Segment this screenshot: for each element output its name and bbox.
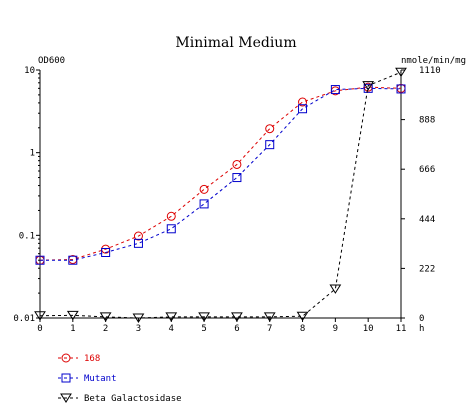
data-point-2	[395, 67, 407, 78]
right-tick-label: 444	[419, 215, 435, 225]
x-tick-label: 2	[103, 324, 108, 334]
series-line-0	[39, 86, 402, 261]
right-tick-label: 666	[419, 165, 435, 175]
right-axis-label: nmole/min/mg	[401, 56, 466, 66]
chart-title: Minimal Medium	[175, 35, 296, 51]
series-line-1	[40, 87, 402, 261]
x-tick-label: 8	[300, 324, 305, 334]
data-point-1	[330, 85, 340, 95]
left-tick-label: 10	[24, 66, 35, 76]
legend-label-0: 168	[84, 354, 100, 364]
data-point-1	[68, 255, 78, 265]
data-point-2	[132, 313, 145, 323]
data-point-1	[363, 83, 373, 93]
x-tick-label: 10	[363, 324, 374, 334]
legend-marker-2	[60, 393, 72, 403]
left-tick-label: 0.1	[19, 231, 35, 241]
legend: 168 Mutant Beta Galactosidase	[58, 353, 182, 404]
data-point-2	[296, 311, 309, 322]
right-tick-label: 0	[419, 314, 424, 324]
legend-label-1: Mutant	[84, 374, 117, 384]
data-point-2	[165, 312, 178, 322]
data-point-2	[99, 312, 112, 322]
data-point-2	[263, 312, 276, 322]
legend-marker-0	[61, 353, 71, 363]
data-point-1	[35, 255, 45, 265]
x-tick-label: 6	[234, 324, 239, 334]
series-layer	[34, 67, 407, 323]
data-point-1	[232, 173, 242, 183]
data-point-1	[166, 224, 176, 234]
data-point-0	[232, 159, 242, 169]
data-point-1	[265, 140, 275, 150]
data-point-1	[133, 238, 143, 248]
data-point-1	[396, 84, 406, 94]
data-point-0	[133, 231, 143, 241]
data-point-2	[362, 81, 375, 91]
data-point-1	[298, 104, 308, 114]
data-point-1	[199, 199, 209, 209]
right-tick-label: 222	[419, 264, 435, 274]
right-tick-label: 888	[419, 116, 435, 126]
x-tick-label: 7	[267, 324, 272, 334]
x-tick-label: 3	[136, 324, 141, 334]
legend-label-2: Beta Galactosidase	[84, 394, 182, 404]
data-point-2	[329, 284, 342, 294]
series-2	[34, 67, 407, 323]
series-0	[35, 82, 406, 265]
data-point-0	[199, 184, 209, 194]
data-point-2	[66, 310, 79, 321]
axes: 0 1 2 3 4 5 6 7 8 9 10 111010.10.011110888666444222…	[13, 66, 440, 334]
x-tick-label: 1	[70, 324, 75, 334]
data-point-0	[166, 211, 176, 221]
left-axis-label: OD600	[38, 56, 65, 66]
series-line-2	[39, 71, 402, 319]
data-point-2	[231, 312, 243, 322]
left-tick-label: 1	[30, 149, 35, 159]
x-tick-label: 5	[201, 324, 206, 334]
data-point-2	[34, 311, 46, 321]
series-1	[35, 83, 406, 265]
data-point-0	[298, 97, 308, 107]
x-tick-label: 0	[37, 324, 42, 334]
x-axis-unit: h	[419, 324, 424, 334]
x-tick-label: 9	[333, 324, 338, 334]
x-tick-label: 11	[396, 324, 407, 334]
left-tick-label: 0.01	[13, 314, 35, 324]
right-tick-label: 1110	[419, 66, 441, 76]
legend-marker-1	[61, 373, 71, 383]
x-tick-label: 4	[169, 324, 174, 334]
data-point-2	[198, 312, 210, 322]
data-point-1	[101, 247, 111, 257]
data-point-0	[265, 124, 275, 134]
